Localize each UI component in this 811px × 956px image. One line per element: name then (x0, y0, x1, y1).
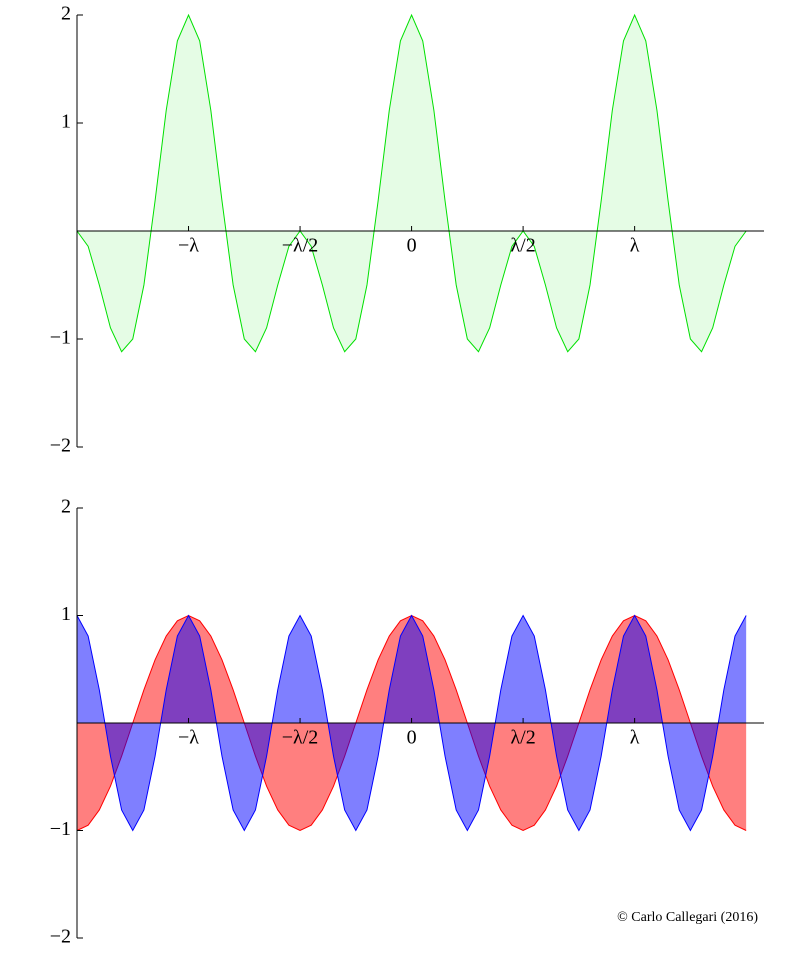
x-tick-label: λ (630, 235, 640, 257)
y-tick-label: −1 (50, 327, 71, 349)
annotation: © Carlo Callegari (2016) (617, 910, 758, 925)
x-tick-label: −λ (178, 727, 199, 749)
y-tick-label: 2 (61, 3, 71, 25)
area-fill (77, 15, 747, 352)
x-tick-label: 0 (407, 727, 417, 749)
y-tick-label: 1 (61, 111, 71, 133)
curve (76, 13, 747, 353)
y-tick-label: 2 (61, 496, 71, 518)
y-tick-label: −2 (50, 435, 71, 457)
x-tick-label: λ/2 (510, 727, 535, 749)
y-tick-label: 1 (61, 603, 71, 625)
x-tick-label: λ/2 (510, 235, 535, 257)
y-tick-label: −1 (50, 818, 71, 840)
curve (76, 614, 747, 832)
x-tick-label: −λ (178, 235, 199, 257)
y-tick-label: −2 (50, 926, 71, 948)
x-tick-label: λ (630, 727, 640, 749)
x-tick-label: −λ/2 (282, 235, 319, 257)
x-tick-label: 0 (407, 235, 417, 257)
x-tick-label: −λ/2 (282, 727, 319, 749)
